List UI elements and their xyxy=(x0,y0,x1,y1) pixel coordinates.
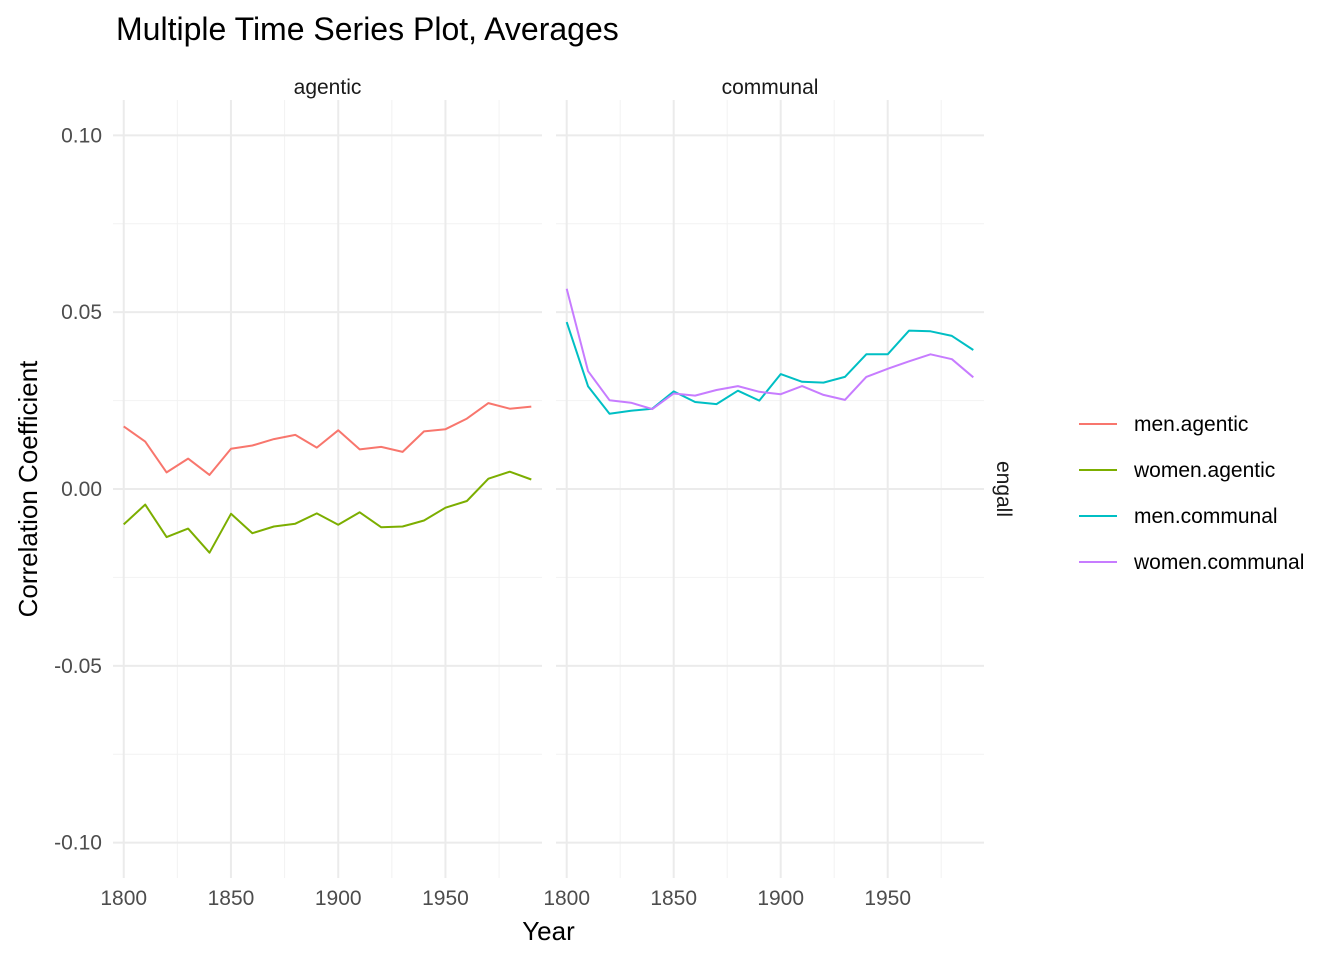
series-line-men.communal xyxy=(565,321,974,415)
chart-title: Multiple Time Series Plot, Averages xyxy=(116,11,619,47)
panel-communal: communal 1800 1850 1900 1950 xyxy=(543,76,984,910)
x-axis-title: Year xyxy=(522,916,575,946)
panel-agentic-strip-label: agentic xyxy=(294,76,362,99)
communal-x-tick-label-1900: 1900 xyxy=(757,887,804,910)
legend: men.agentic women.agentic men.communal wome… xyxy=(1079,413,1304,574)
panel-communal-x-ticks: 1800 1850 1900 1950 xyxy=(543,887,911,910)
panel-communal-strip-label: communal xyxy=(722,76,819,99)
legend-label-women.communal: women.communal xyxy=(1133,551,1304,574)
series-line-women.agentic xyxy=(123,470,532,554)
y-axis-title: Correlation Coefficient xyxy=(13,360,43,618)
communal-x-tick-label-1950: 1950 xyxy=(864,887,911,910)
legend-label-women.agentic: women.agentic xyxy=(1133,459,1275,482)
panel-communal-grid xyxy=(556,100,984,878)
y-tick-label: -0.10 xyxy=(54,832,102,855)
panel-agentic-series xyxy=(123,402,532,554)
series-line-men.agentic xyxy=(123,402,532,476)
communal-x-tick-label-1850: 1850 xyxy=(650,887,697,910)
panel-agentic: agentic 1800 1850 1900 1950 xyxy=(100,76,542,910)
y-tick-label: 0.05 xyxy=(61,301,102,324)
y-axis-ticks: -0.10 -0.05 0.00 0.05 0.10 xyxy=(54,124,102,854)
agentic-x-tick-label-1900: 1900 xyxy=(315,887,362,910)
agentic-x-tick-label-1950: 1950 xyxy=(422,887,469,910)
agentic-x-tick-label-1800: 1800 xyxy=(100,887,147,910)
y-tick-label: 0.00 xyxy=(61,478,102,501)
panel-agentic-grid xyxy=(113,100,542,878)
communal-x-tick-label-1800: 1800 xyxy=(543,887,590,910)
y-tick-label: 0.10 xyxy=(61,124,102,147)
agentic-x-tick-label-1850: 1850 xyxy=(208,887,255,910)
legend-label-men.agentic: men.agentic xyxy=(1134,413,1248,436)
panel-agentic-x-ticks: 1800 1850 1900 1950 xyxy=(100,887,468,910)
panel-communal-series xyxy=(565,288,974,415)
series-line-women.communal xyxy=(565,288,974,411)
row-strip-label: engall xyxy=(992,461,1015,517)
y-tick-label: -0.05 xyxy=(54,655,102,678)
legend-label-men.communal: men.communal xyxy=(1134,505,1278,528)
